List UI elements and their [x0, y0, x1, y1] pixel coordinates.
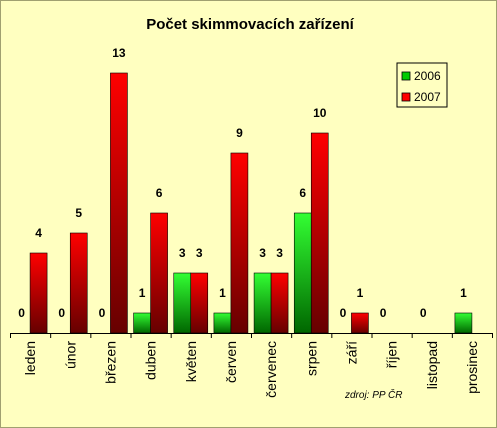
data-label-2007-červenec: 3: [276, 246, 283, 260]
data-label-2006-prosinec: 1: [460, 286, 467, 300]
bar-2006-prosinec: [454, 312, 473, 334]
bar-2006-duben: [133, 312, 151, 334]
data-label-2007-září: 1: [357, 286, 364, 300]
bar-2006-červenec: [253, 272, 272, 334]
category-label-listopad: listopad: [424, 341, 440, 389]
data-label-2006-červen: 1: [219, 286, 226, 300]
bar-2006-srpen: [293, 212, 312, 334]
category-label-srpen: srpen: [303, 341, 319, 376]
legend-label-2006: 2006: [414, 69, 441, 83]
bar-2007-březen: [110, 72, 128, 334]
bar-2007-duben: [150, 212, 168, 334]
category-label-prosinec: prosinec: [464, 341, 480, 394]
data-label-2007-srpen: 10: [313, 106, 327, 120]
bar-2007-červenec: [270, 272, 289, 334]
legend-swatch-2007: [401, 92, 411, 102]
category-label-červenec: červenec: [263, 341, 279, 398]
data-label-2006-březen: 0: [99, 306, 106, 320]
data-label-2007-duben: 6: [156, 186, 163, 200]
bar-2007-září: [351, 312, 369, 334]
category-label-únor: únor: [62, 341, 78, 369]
data-label-2006-leden: 0: [18, 306, 25, 320]
bar-2007-únor: [69, 232, 88, 334]
category-label-červen: červen: [223, 341, 239, 383]
category-label-leden: leden: [22, 341, 38, 375]
data-label-2006-září: 0: [340, 306, 347, 320]
bar-2006-červen: [213, 312, 232, 334]
data-label-2006-květen: 3: [179, 246, 186, 260]
data-label-2006-únor: 0: [58, 306, 65, 320]
bar-2007-červen: [230, 152, 249, 334]
data-label-2007-červen: 9: [236, 126, 243, 140]
bar-2006-květen: [173, 272, 192, 334]
data-label-2006-říjen: 0: [380, 306, 387, 320]
data-label-2007-únor: 5: [75, 206, 82, 220]
category-label-říjen: říjen: [384, 341, 400, 368]
chart-title: Počet skimmovacích zařízení: [146, 16, 354, 33]
data-label-2007-květen: 3: [196, 246, 203, 260]
legend-label-2007: 2007: [414, 90, 441, 104]
category-label-září: září: [343, 341, 359, 364]
data-label-2006-srpen: 6: [299, 186, 306, 200]
data-label-2007-březen: 13: [112, 46, 126, 60]
legend: 2006 2007: [396, 62, 448, 108]
category-label-březen: březen: [102, 341, 118, 384]
legend-swatch-2006: [401, 71, 411, 81]
bar-2007-srpen: [310, 132, 329, 334]
category-label-duben: duben: [143, 341, 159, 380]
data-label-2006-listopad: 0: [420, 306, 427, 320]
data-label-2006-duben: 1: [139, 286, 146, 300]
bar-2007-květen: [190, 272, 209, 334]
source-note: zdroj: PP ČR: [344, 388, 402, 401]
data-label-2007-leden: 4: [35, 226, 42, 240]
category-label-květen: květen: [183, 341, 199, 382]
bar-2007-leden: [29, 252, 48, 334]
data-label-2006-červenec: 3: [259, 246, 266, 260]
